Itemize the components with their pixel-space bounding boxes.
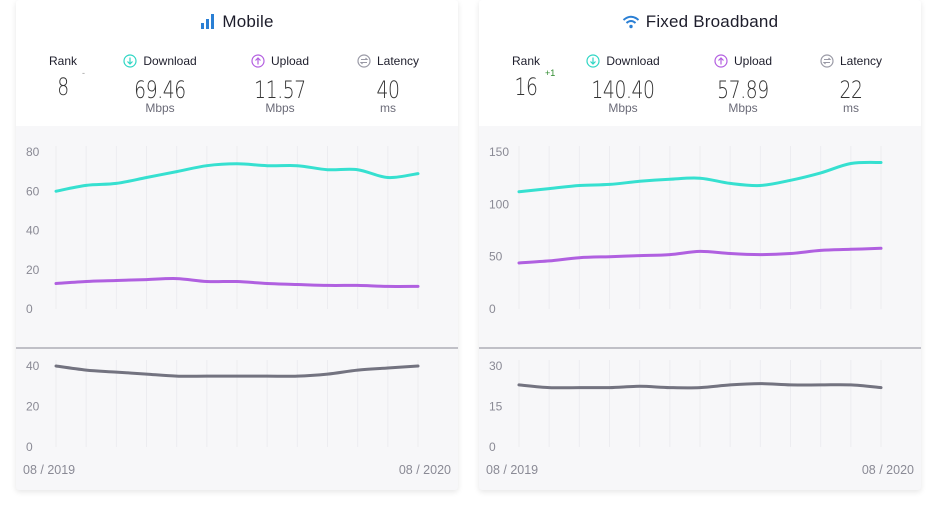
rank-change: +1 bbox=[545, 68, 556, 78]
broadband-header: Fixed Broadband Rank 16 +1 Download 140.… bbox=[479, 0, 921, 126]
upload-unit: Mbps bbox=[728, 101, 758, 115]
speed-ytick-label: 50 bbox=[489, 250, 503, 264]
wifi-icon bbox=[622, 14, 640, 34]
mobile-rank: Rank 8 bbox=[38, 54, 88, 100]
upload-label: Upload bbox=[270, 54, 310, 68]
broadband-title: Fixed Broadband bbox=[479, 12, 921, 34]
x-end-label: 08 / 2020 bbox=[862, 463, 914, 477]
rank-label: Rank bbox=[511, 54, 540, 68]
download-label: Download bbox=[143, 54, 197, 68]
speed-ytick-label: 80 bbox=[26, 145, 40, 159]
download-value: 69.46 bbox=[134, 76, 186, 104]
latency-ytick-label: 15 bbox=[489, 400, 503, 414]
broadband-panel: Fixed Broadband Rank 16 +1 Download 140.… bbox=[479, 0, 921, 490]
download-arrow-icon bbox=[123, 54, 137, 71]
speed-series-line-1 bbox=[517, 246, 883, 265]
rank-label: Rank bbox=[48, 54, 77, 68]
speed-series-line-0 bbox=[54, 162, 420, 193]
broadband-upload: Upload 57.89 Mbps bbox=[703, 54, 783, 115]
x-start-label: 08 / 2019 bbox=[486, 463, 538, 477]
mobile-header: Mobile Rank 8 - Download 69.46 Mbps Uplo… bbox=[16, 0, 458, 126]
mobile-download: Download 69.46 Mbps bbox=[114, 54, 206, 115]
broadband-latency: Latency 22 ms bbox=[811, 54, 891, 115]
broadband-chart: 0 50 100 150 0 15 30 08 / 2019 08 / 2020 bbox=[479, 145, 921, 477]
latency-ytick-label: 0 bbox=[26, 440, 33, 454]
speed-series-line-1 bbox=[54, 277, 420, 288]
speed-ytick-label: 0 bbox=[26, 302, 33, 316]
download-label: Download bbox=[606, 54, 660, 68]
upload-label: Upload bbox=[733, 54, 773, 68]
rank-value: 8 bbox=[57, 73, 69, 101]
signal-bars-icon bbox=[200, 13, 216, 34]
latency-label: Latency bbox=[839, 54, 883, 68]
upload-value: 11.57 bbox=[254, 76, 306, 104]
mobile-panel: Mobile Rank 8 - Download 69.46 Mbps Uplo… bbox=[16, 0, 458, 490]
latency-arrows-icon bbox=[820, 54, 834, 71]
speed-ytick-label: 100 bbox=[489, 197, 509, 211]
speed-ytick-label: 40 bbox=[26, 224, 40, 238]
speed-ytick-label: 150 bbox=[489, 145, 509, 159]
broadband-rank: Rank 16 bbox=[501, 54, 551, 100]
rank-value: 16 bbox=[514, 73, 538, 101]
download-unit: Mbps bbox=[145, 101, 175, 115]
latency-unit: ms bbox=[380, 101, 396, 115]
latency-arrows-icon bbox=[357, 54, 371, 71]
latency-unit: ms bbox=[843, 101, 859, 115]
mobile-upload: Upload 11.57 Mbps bbox=[240, 54, 320, 115]
mobile-latency: Latency 40 ms bbox=[348, 54, 428, 115]
broadband-download: Download 140.40 Mbps bbox=[577, 54, 669, 115]
x-end-label: 08 / 2020 bbox=[399, 463, 451, 477]
latency-ytick-label: 40 bbox=[26, 359, 40, 373]
mobile-title-text: Mobile bbox=[222, 12, 274, 31]
latency-series-line-0 bbox=[54, 364, 420, 378]
download-value: 140.40 bbox=[591, 76, 655, 104]
speed-ytick-label: 60 bbox=[26, 184, 40, 198]
latency-ytick-label: 0 bbox=[489, 440, 496, 454]
speed-series-line-0 bbox=[517, 160, 883, 194]
latency-value: 22 bbox=[839, 76, 863, 104]
latency-ytick-label: 20 bbox=[26, 400, 40, 414]
mobile-title: Mobile bbox=[16, 12, 458, 34]
download-unit: Mbps bbox=[608, 101, 638, 115]
latency-value: 40 bbox=[376, 76, 400, 104]
speed-ytick-label: 0 bbox=[489, 302, 496, 316]
upload-unit: Mbps bbox=[265, 101, 295, 115]
upload-value: 57.89 bbox=[717, 76, 769, 104]
latency-series-line-0 bbox=[517, 382, 883, 390]
speed-ytick-label: 20 bbox=[26, 263, 40, 277]
latency-label: Latency bbox=[376, 54, 420, 68]
latency-ytick-label: 30 bbox=[489, 359, 503, 373]
broadband-title-text: Fixed Broadband bbox=[645, 12, 779, 31]
rank-change: - bbox=[82, 68, 85, 78]
mobile-chart: 0 20 40 60 80 0 20 40 08 / 2019 08 / 2020 bbox=[16, 145, 458, 477]
download-arrow-icon bbox=[586, 54, 600, 71]
upload-arrow-icon bbox=[251, 54, 265, 71]
upload-arrow-icon bbox=[714, 54, 728, 71]
x-start-label: 08 / 2019 bbox=[23, 463, 75, 477]
